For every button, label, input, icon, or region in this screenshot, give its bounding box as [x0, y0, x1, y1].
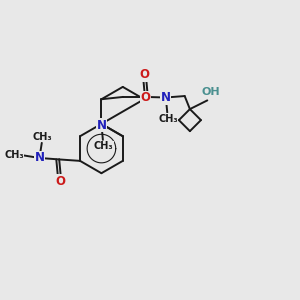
Text: N: N	[161, 91, 171, 104]
Text: OH: OH	[202, 87, 220, 97]
Text: N: N	[34, 152, 44, 164]
Text: CH₃: CH₃	[33, 131, 52, 142]
Text: O: O	[139, 68, 149, 81]
Text: CH₃: CH₃	[94, 141, 113, 151]
Text: O: O	[141, 91, 151, 104]
Text: CH₃: CH₃	[4, 150, 24, 160]
Text: N: N	[96, 119, 106, 132]
Text: CH₃: CH₃	[158, 114, 178, 124]
Text: O: O	[55, 175, 65, 188]
